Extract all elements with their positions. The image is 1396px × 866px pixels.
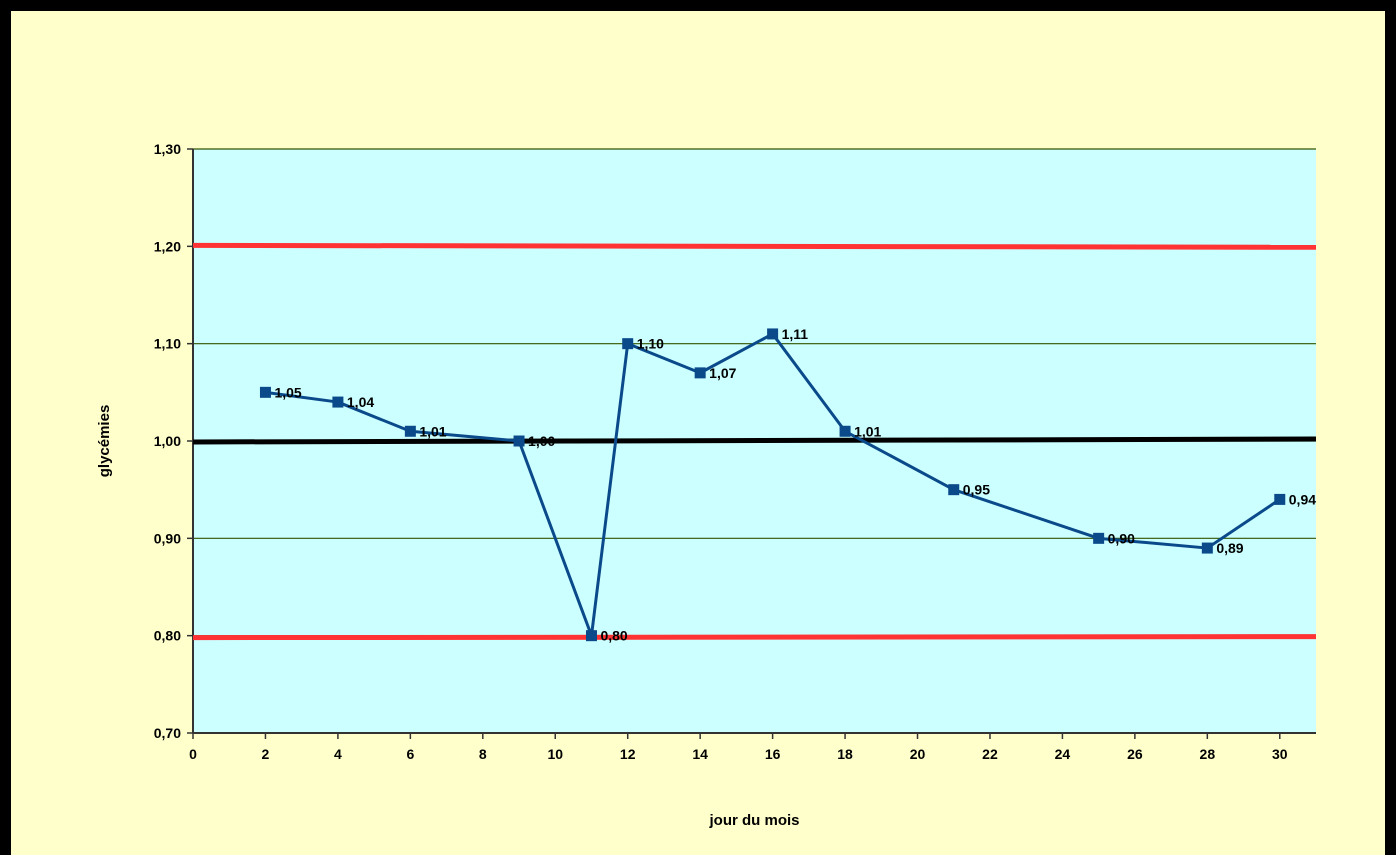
data-labels: 1,05 1,04 1,01 1,00 0,80 1,10 1,07 1,11 1,01 0,95… xyxy=(274,326,1316,644)
data-label: 0,95 xyxy=(963,482,990,498)
x-tick-label: 6 xyxy=(406,746,414,762)
reference-line xyxy=(192,242,1317,250)
data-label: 0,94 xyxy=(1289,491,1316,507)
reference-line xyxy=(192,634,1317,641)
data-point-marker xyxy=(839,425,851,437)
data-point-marker xyxy=(767,328,779,340)
y-tick-label: 1,20 xyxy=(154,238,181,254)
x-tick-label: 26 xyxy=(1127,746,1143,762)
data-point-marker xyxy=(513,435,525,447)
data-point-marker xyxy=(404,425,416,437)
y-tick-label: 0,70 xyxy=(154,725,181,741)
series-layer xyxy=(259,328,1286,642)
x-tick-label: 16 xyxy=(765,746,781,762)
x-tick-label: 20 xyxy=(910,746,926,762)
data-point-marker xyxy=(622,338,634,350)
y-axis-title: glycémies xyxy=(96,405,113,478)
x-tick-label: 28 xyxy=(1200,746,1216,762)
data-label: 1,10 xyxy=(637,336,664,352)
data-point-marker xyxy=(1201,542,1213,554)
data-point-marker xyxy=(259,386,271,398)
data-label: 1,07 xyxy=(709,365,736,381)
x-tick-label: 12 xyxy=(620,746,636,762)
x-tick-label: 14 xyxy=(692,746,708,762)
y-tick-label: 1,00 xyxy=(154,433,181,449)
data-label: 1,11 xyxy=(782,326,809,342)
y-tick-label: 1,10 xyxy=(154,336,181,352)
data-label: 0,89 xyxy=(1216,540,1243,556)
data-label: 1,04 xyxy=(347,394,374,410)
x-tick-label: 24 xyxy=(1055,746,1071,762)
x-tick-label: 4 xyxy=(334,746,342,762)
x-tick-label: 30 xyxy=(1272,746,1288,762)
reference-line xyxy=(192,436,1317,445)
data-point-marker xyxy=(694,367,706,379)
data-label: 1,00 xyxy=(528,433,555,449)
data-label: 1,01 xyxy=(854,423,881,439)
data-point-marker xyxy=(948,484,960,496)
data-label: 0,90 xyxy=(1108,530,1135,546)
data-label: 0,80 xyxy=(600,628,627,644)
x-tick-label: 8 xyxy=(479,746,487,762)
x-tick-label: 0 xyxy=(189,746,197,762)
x-tick-label: 18 xyxy=(837,746,853,762)
data-point-marker xyxy=(1093,532,1105,544)
data-point-marker xyxy=(585,630,597,642)
data-label: 1,05 xyxy=(274,384,301,400)
data-point-marker xyxy=(332,396,344,408)
line-chart: 0,700,800,901,001,101,201,300 2 4 6 8 10 12 14 1… xyxy=(96,141,1317,829)
y-tick-label: 0,90 xyxy=(154,530,181,546)
x-tick-label: 22 xyxy=(982,746,998,762)
y-tick-label: 1,30 xyxy=(154,141,181,157)
data-label: 1,01 xyxy=(419,423,446,439)
x-tick-label: 2 xyxy=(262,746,270,762)
y-tick-label: 0,80 xyxy=(154,628,181,644)
x-axis-title: jour du mois xyxy=(709,812,800,829)
x-tick-label: 10 xyxy=(547,746,563,762)
data-point-marker xyxy=(1274,493,1286,505)
reference-lines xyxy=(192,242,1317,641)
